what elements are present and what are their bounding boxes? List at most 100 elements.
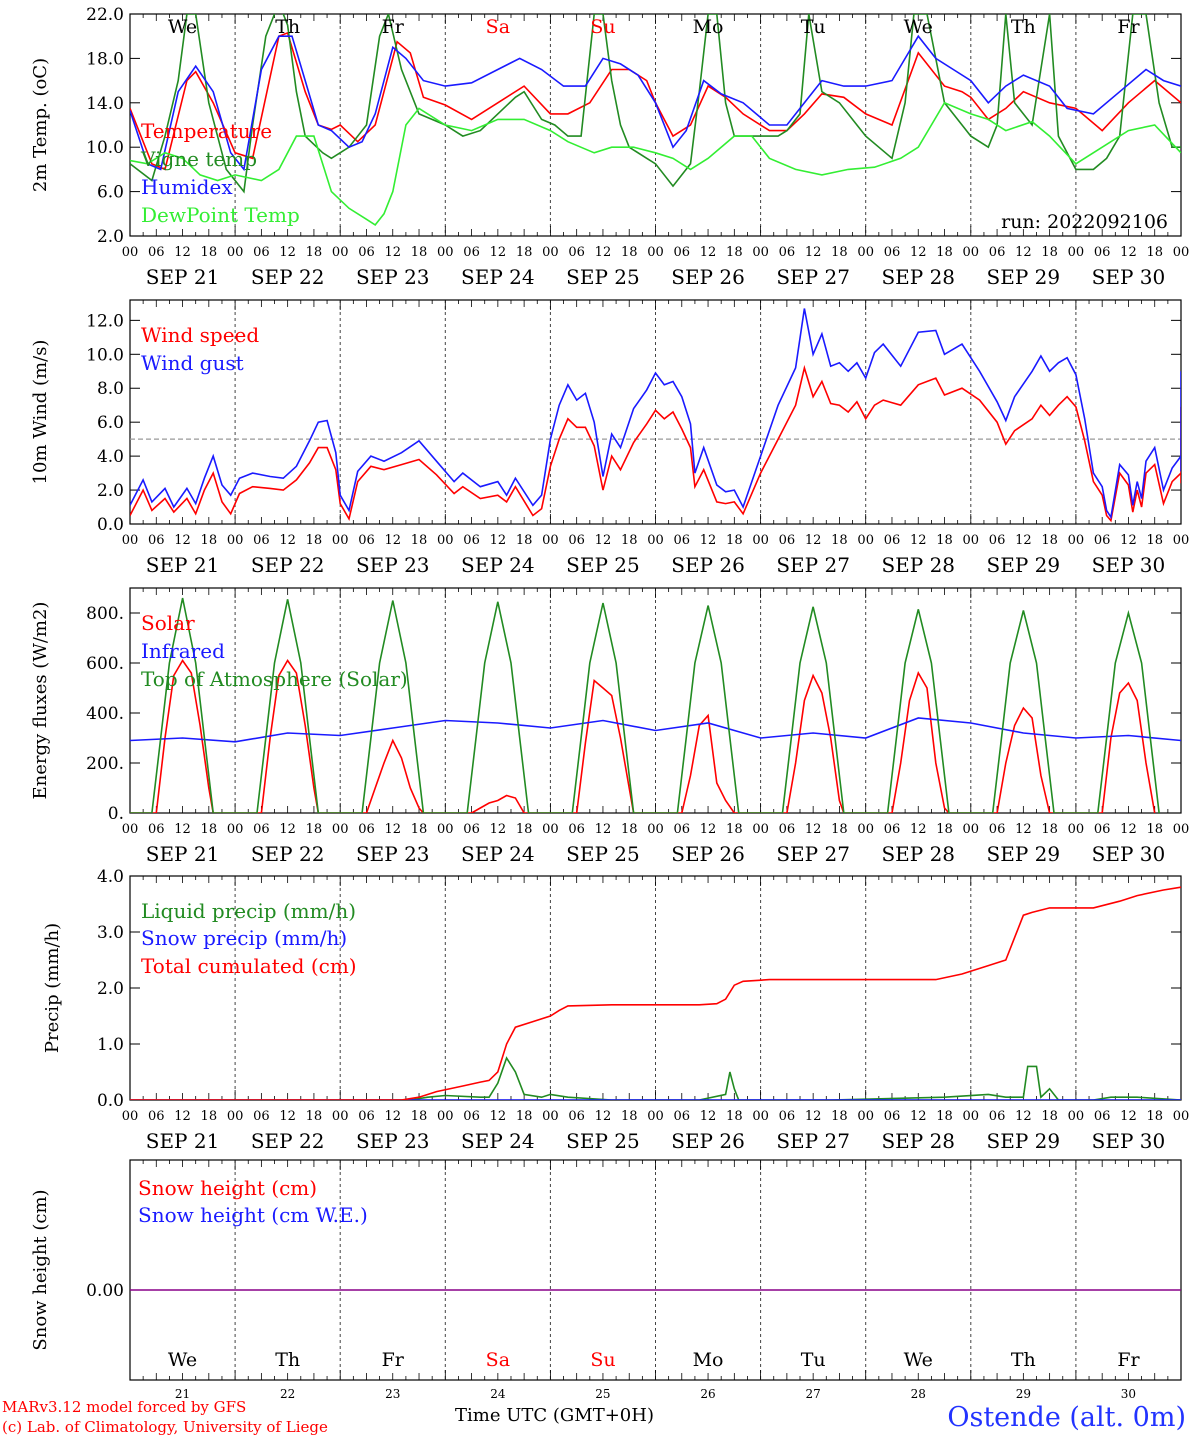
weekday-label: Th xyxy=(275,1349,300,1371)
hour-label: 18 xyxy=(621,533,638,548)
hour-label: 12 xyxy=(384,1109,401,1124)
hour-label: 12 xyxy=(279,533,296,548)
hour-label: 00 xyxy=(437,822,454,837)
hour-label: 06 xyxy=(1094,1109,1111,1124)
hour-label: 06 xyxy=(674,1109,691,1124)
hour-label: 00 xyxy=(752,1109,769,1124)
date-label: SEP 29 xyxy=(987,265,1061,289)
hour-label: 00 xyxy=(1173,533,1190,548)
panel-1: 2.0 6.0 10.0 14.0 18.0 22.0 2m Temp. (oC) Tempe… xyxy=(30,5,1189,289)
hour-label: 06 xyxy=(358,245,375,260)
weekday-label: We xyxy=(904,16,933,38)
hour-label: 12 xyxy=(805,533,822,548)
hour-label: 18 xyxy=(411,822,428,837)
hour-label: 00 xyxy=(122,1109,139,1124)
day-number: 24 xyxy=(490,1387,506,1401)
y-tick-label: 3.0 xyxy=(97,923,124,943)
hour-label: 06 xyxy=(674,822,691,837)
hour-label: 18 xyxy=(621,1109,638,1124)
hour-label: 18 xyxy=(516,245,533,260)
panel-3: 0. 200. 400. 600. 800. Energy fluxes (W/m2) So… xyxy=(30,587,1189,866)
y-tick-label: 8.0 xyxy=(97,379,124,399)
station-name: Ostende (alt. 0m) xyxy=(947,1402,1186,1433)
hour-label: 18 xyxy=(1146,245,1163,260)
hour-label: 00 xyxy=(332,245,349,260)
y-axis-title: 10m Wind (m/s) xyxy=(30,340,51,485)
hour-label: 18 xyxy=(201,822,218,837)
y-axis-title: 2m Temp. (oC) xyxy=(30,58,51,192)
weekday-label: Fr xyxy=(1117,16,1140,38)
y-tick-label: 0.00 xyxy=(86,1281,124,1301)
hour-label: 06 xyxy=(568,245,585,260)
series-dewpoint-temp xyxy=(130,101,1181,226)
date-label: SEP 26 xyxy=(671,1129,745,1153)
weekday-label: Fr xyxy=(1117,1349,1140,1371)
hour-label: 12 xyxy=(384,822,401,837)
hour-label: 12 xyxy=(700,822,717,837)
hour-label: 00 xyxy=(542,822,559,837)
hour-label: 18 xyxy=(936,1109,953,1124)
date-label: SEP 21 xyxy=(146,842,220,866)
run-label: run: 2022092106 xyxy=(1001,211,1168,233)
hour-label: 00 xyxy=(1068,1109,1085,1124)
hour-label: 00 xyxy=(227,245,244,260)
hour-label: 12 xyxy=(910,533,927,548)
hour-label: 12 xyxy=(174,1109,191,1124)
hour-label: 06 xyxy=(148,245,165,260)
weekday-label: Su xyxy=(590,16,615,38)
hour-label: 06 xyxy=(884,1109,901,1124)
day-number: 25 xyxy=(595,1387,610,1401)
date-label: SEP 30 xyxy=(1092,265,1166,289)
date-label: SEP 22 xyxy=(251,1129,325,1153)
hour-label: 06 xyxy=(989,533,1006,548)
legend-entry: Vigne temp xyxy=(140,147,257,171)
hour-label: 00 xyxy=(752,533,769,548)
legend-entry: DewPoint Temp xyxy=(141,203,300,227)
hour-label: 06 xyxy=(674,245,691,260)
y-tick-label: 400. xyxy=(86,704,124,724)
y-axis-title: Snow height (cm) xyxy=(30,1189,51,1350)
day-number: 26 xyxy=(700,1387,715,1401)
hour-label: 18 xyxy=(1146,533,1163,548)
x-axis-title: Time UTC (GMT+0H) xyxy=(455,1405,654,1426)
hour-label: 06 xyxy=(779,245,796,260)
date-label: SEP 29 xyxy=(987,553,1061,577)
hour-label: 00 xyxy=(1068,822,1085,837)
hour-label: 12 xyxy=(279,822,296,837)
hour-label: 18 xyxy=(306,1109,323,1124)
weekday-label: Fr xyxy=(382,16,405,38)
hour-label: 00 xyxy=(122,245,139,260)
date-label: SEP 25 xyxy=(566,553,640,577)
hour-label: 00 xyxy=(542,245,559,260)
hour-label: 00 xyxy=(857,822,874,837)
y-tick-label: 200. xyxy=(86,754,124,774)
hour-label: 12 xyxy=(910,822,927,837)
hour-label: 00 xyxy=(227,1109,244,1124)
hour-label: 06 xyxy=(989,245,1006,260)
hour-label: 00 xyxy=(437,245,454,260)
hour-label: 18 xyxy=(306,245,323,260)
hour-label: 12 xyxy=(1120,1109,1137,1124)
hour-label: 06 xyxy=(779,822,796,837)
hour-label: 06 xyxy=(1094,245,1111,260)
hour-label: 00 xyxy=(542,533,559,548)
hour-label: 12 xyxy=(700,1109,717,1124)
y-tick-label: 10.0 xyxy=(86,345,124,365)
y-tick-label: 6.0 xyxy=(97,183,124,203)
hour-label: 12 xyxy=(490,822,507,837)
hour-label: 18 xyxy=(936,822,953,837)
y-tick-label: 1.0 xyxy=(97,1035,124,1055)
hour-label: 00 xyxy=(332,1109,349,1124)
day-number: 23 xyxy=(385,1387,400,1401)
hour-label: 00 xyxy=(227,822,244,837)
series-solar xyxy=(130,659,1156,813)
y-axis-title: Precip (mm/h) xyxy=(42,923,63,1053)
hour-label: 06 xyxy=(1094,822,1111,837)
hour-label: 18 xyxy=(201,245,218,260)
hour-label: 06 xyxy=(989,1109,1006,1124)
weekday-label: Th xyxy=(1011,16,1036,38)
hour-label: 12 xyxy=(174,822,191,837)
hour-label: 06 xyxy=(884,822,901,837)
date-label: SEP 25 xyxy=(566,1129,640,1153)
